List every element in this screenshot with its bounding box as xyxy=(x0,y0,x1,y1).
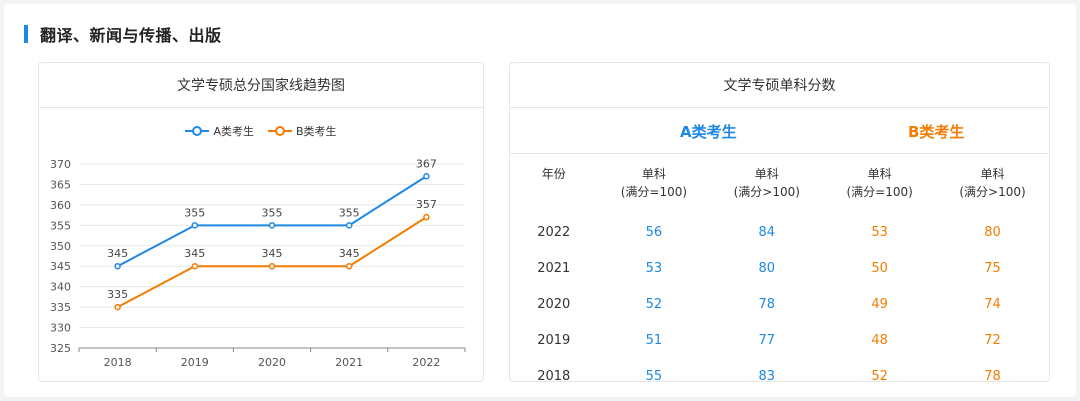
data-label-a: 355 xyxy=(184,206,205,219)
x-tick-label: 2022 xyxy=(412,356,440,369)
data-point-b xyxy=(114,303,121,311)
cell-score-a: 83 xyxy=(758,368,776,384)
legend-label-b: B类考生 xyxy=(295,125,337,138)
y-tick-label: 355 xyxy=(50,219,71,232)
data-point-b xyxy=(423,213,430,221)
series-line-b xyxy=(117,216,427,308)
data-point-b xyxy=(191,262,199,270)
data-label-a: 345 xyxy=(107,247,128,260)
main-panel: 翻译、新闻与传播、出版 文学专硕总分国家线趋势图 A类考生 B类考生 325 33… xyxy=(4,4,1076,397)
score-table: 年份 单科 (满分=100) 单科 (满分>100) 单科 (满分=100) 单科 (满… xyxy=(510,163,1049,394)
x-tick-label: 2021 xyxy=(335,356,363,369)
table-row: 2019 51 77 48 72 xyxy=(510,322,1049,358)
legend-label-a: A类考生 xyxy=(213,125,254,138)
cell-score-b: 72 xyxy=(984,332,1001,348)
cell-score-a: 51 xyxy=(645,332,663,348)
cell-score-b: 48 xyxy=(871,332,888,348)
data-point-b xyxy=(268,262,276,270)
cell-year: 2021 xyxy=(537,260,571,276)
y-tick-label: 360 xyxy=(50,199,71,212)
y-tick-label: 330 xyxy=(50,322,71,335)
legend-swatch-b xyxy=(267,126,292,136)
table-body: 2022 56 84 53 80 2021 53 80 50 75 2020 52 78 49 74 2019… xyxy=(510,214,1049,394)
table-row: 2020 52 78 49 74 xyxy=(510,286,1049,322)
section-title: 翻译、新闻与传播、出版 xyxy=(40,26,222,45)
y-tick-label: 335 xyxy=(50,301,71,314)
data-label-b: 345 xyxy=(339,247,360,260)
group-b-label: B类考生 xyxy=(908,123,965,141)
cell-score-a: 56 xyxy=(645,224,663,240)
y-tick-label: 350 xyxy=(50,240,71,253)
legend-swatch-a xyxy=(185,126,210,136)
data-label-b: 357 xyxy=(416,198,437,211)
group-header: A类考生 B类考生 xyxy=(510,107,1049,154)
cell-score-b: 52 xyxy=(871,368,888,384)
cell-score-a: 77 xyxy=(758,332,776,348)
section-heading: 翻译、新闻与传播、出版 xyxy=(24,24,222,45)
data-label-a: 355 xyxy=(262,206,283,219)
table-header-row: 年份 单科 (满分=100) 单科 (满分>100) 单科 (满分=100) 单科 (满… xyxy=(510,163,1049,214)
table-row: 2022 56 84 53 80 xyxy=(510,214,1049,250)
single-subject-title: 文学专硕单科分数 xyxy=(510,63,1049,108)
single-subject-card: 文学专硕单科分数 A类考生 B类考生 年份 单科 (满分=100) 单科 (满分>1… xyxy=(509,62,1050,384)
x-tick-label: 2018 xyxy=(104,356,132,369)
header-single-subject: 单科 (满分=100) xyxy=(846,167,913,199)
cell-year: 2022 xyxy=(537,224,571,240)
legend-item-a[interactable]: A类考生 xyxy=(185,123,254,139)
cell-score-b: 53 xyxy=(871,224,888,240)
y-tick-label: 325 xyxy=(50,342,71,355)
trend-chart-title: 文学专硕总分国家线趋势图 xyxy=(39,63,483,108)
data-point-a xyxy=(191,222,199,229)
header-single-subject: 单科 (满分>100) xyxy=(733,167,800,199)
data-label-b: 335 xyxy=(107,288,128,301)
cell-score-a: 55 xyxy=(645,368,663,384)
header-year: 年份 xyxy=(541,167,566,181)
data-point-a xyxy=(345,222,353,229)
table-row: 2021 53 80 50 75 xyxy=(510,250,1049,286)
group-a-label: A类考生 xyxy=(680,123,737,141)
cell-score-a: 52 xyxy=(645,296,663,312)
y-tick-label: 345 xyxy=(50,260,71,273)
header-single-subject: 单科 (满分=100) xyxy=(620,167,688,199)
data-label-a: 367 xyxy=(416,157,437,170)
table-row: 2018 55 83 52 78 xyxy=(510,358,1049,394)
data-point-a xyxy=(114,262,121,270)
cell-score-b: 75 xyxy=(984,260,1001,276)
cell-score-a: 78 xyxy=(758,296,776,312)
cell-score-b: 74 xyxy=(984,296,1001,312)
cell-score-a: 84 xyxy=(758,224,776,240)
y-tick-label: 370 xyxy=(50,158,71,171)
cell-score-b: 80 xyxy=(984,224,1001,240)
cell-year: 2018 xyxy=(537,368,571,384)
data-point-a xyxy=(423,173,430,180)
data-label-a: 355 xyxy=(339,206,360,219)
cell-score-a: 80 xyxy=(758,260,776,276)
cell-score-b: 50 xyxy=(871,260,888,276)
cell-year: 2020 xyxy=(537,296,571,312)
cell-score-a: 53 xyxy=(645,260,663,276)
data-label-b: 345 xyxy=(184,247,205,260)
data-point-a xyxy=(268,222,276,229)
cell-year: 2019 xyxy=(537,332,571,348)
line-chart: 325 330 335 340 345 350 355 360 365 370 2018 2019 20… xyxy=(50,157,466,369)
x-tick-label: 2020 xyxy=(258,356,286,369)
cell-score-b: 49 xyxy=(871,296,888,312)
data-point-b xyxy=(345,262,353,270)
trend-chart-card: 文学专硕总分国家线趋势图 A类考生 B类考生 325 330 335 340 345 35… xyxy=(38,62,484,382)
section-accent-bar xyxy=(24,25,28,43)
y-tick-label: 340 xyxy=(50,281,71,294)
y-tick-label: 365 xyxy=(50,178,71,191)
data-label-b: 345 xyxy=(262,247,283,260)
cell-score-b: 78 xyxy=(984,368,1001,384)
header-single-subject: 单科 (满分>100) xyxy=(959,167,1026,199)
x-tick-label: 2019 xyxy=(181,356,209,369)
chart-legend: A类考生 B类考生 xyxy=(39,123,483,139)
legend-item-b[interactable]: B类考生 xyxy=(267,123,337,139)
